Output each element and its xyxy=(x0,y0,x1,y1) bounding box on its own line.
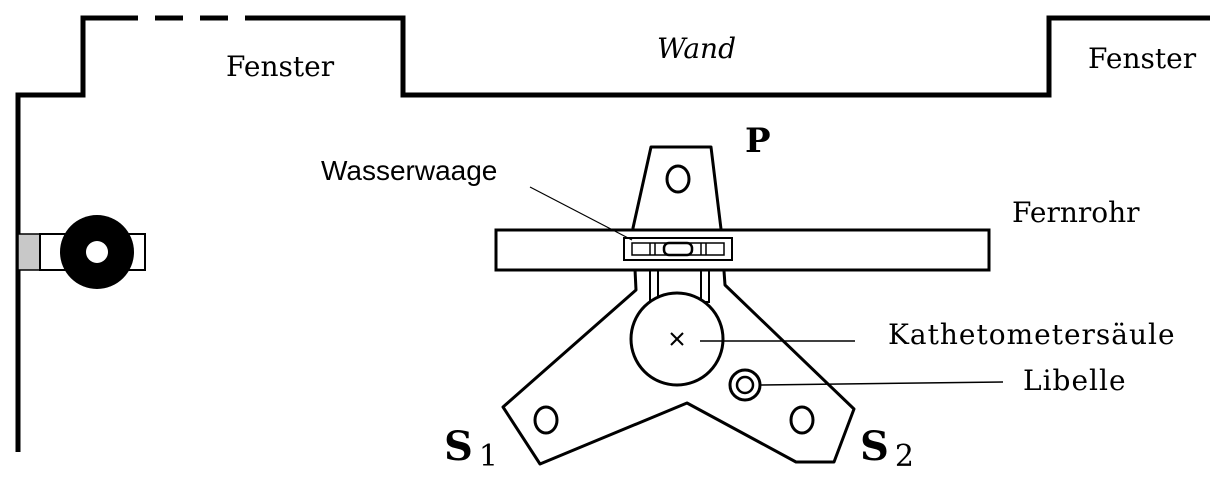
label-fenster-left: Fenster xyxy=(226,50,335,83)
wall-middle-segment xyxy=(270,15,1210,98)
tripod-hole-s1 xyxy=(533,405,559,435)
column-support-right xyxy=(700,269,710,303)
lamp-mount-gray xyxy=(17,233,41,271)
label-fernrohr: Fernrohr xyxy=(1012,196,1140,229)
label-libelle: Libelle xyxy=(1023,364,1127,397)
label-fenster-right: Fenster xyxy=(1088,42,1197,75)
spirit-level-bubble xyxy=(662,241,694,257)
label-s1-letter: S xyxy=(444,423,473,470)
label-s1-index: 1 xyxy=(478,439,498,474)
label-p: P xyxy=(745,121,771,161)
label-wasserwaage: Wasserwaage xyxy=(321,155,498,186)
tripod-hole-s2 xyxy=(789,405,815,435)
lamp-center xyxy=(86,241,108,263)
telescope-bar xyxy=(494,228,991,272)
libelle-inner xyxy=(735,375,755,395)
room-wall-outline xyxy=(15,15,110,452)
tripod-hole-p xyxy=(665,164,691,194)
leader-wasserwaage xyxy=(529,186,633,241)
label-s2-index: 2 xyxy=(894,439,914,474)
label-kathetometersaeule: Kathetometersäule xyxy=(888,318,1176,351)
leader-libelle xyxy=(759,381,1004,386)
label-s2-letter: S xyxy=(860,423,889,470)
column-center-cross xyxy=(670,332,684,346)
label-wand: Wand xyxy=(657,32,736,65)
